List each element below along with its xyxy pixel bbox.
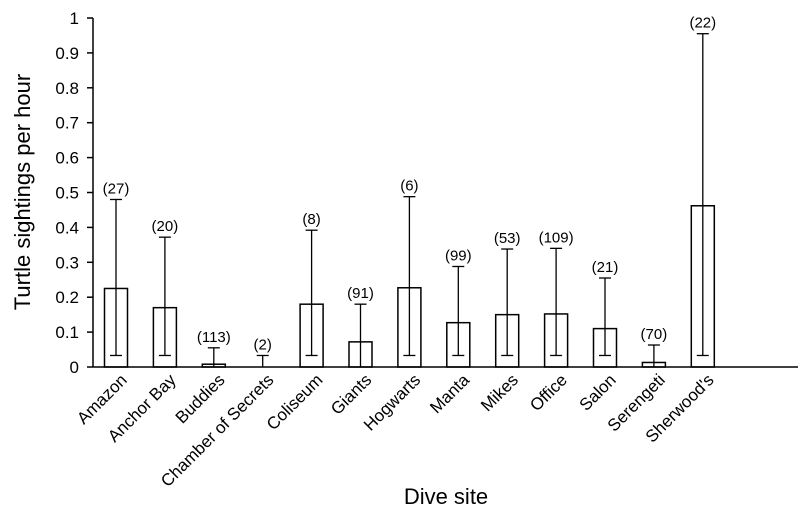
x-tick-label: Office: [526, 370, 571, 415]
sample-size-labels: (27) (20) (113) (2) (8) (91) (6) (99) (53) (109) (…: [103, 15, 716, 354]
sample-size-label: (113): [197, 329, 231, 346]
sample-size-label: (20): [152, 218, 179, 235]
sample-size-label: (22): [689, 15, 716, 32]
y-tick-label: 0.6: [55, 149, 79, 168]
x-tick-label: Mikes: [477, 370, 522, 415]
sample-size-label: (53): [494, 230, 521, 247]
sample-size-label: (109): [539, 229, 574, 246]
y-tick-label: 0.4: [55, 218, 79, 237]
y-tick-label: 0: [70, 358, 79, 377]
sample-size-label: (21): [592, 259, 619, 276]
y-tick-label: 0.9: [55, 44, 79, 63]
x-axis-title: Dive site: [404, 484, 488, 509]
y-tick-label: 0.7: [55, 114, 79, 133]
y-tick-label: 1: [70, 9, 79, 28]
sample-size-label: (70): [641, 326, 668, 343]
sample-size-label: (2): [254, 336, 272, 353]
x-tick-label: Manta: [426, 370, 473, 417]
y-tick-label: 0.2: [55, 288, 79, 307]
x-tick-label: Salon: [576, 370, 620, 414]
y-axis: 0 0.1 0.2 0.3 0.4 0.5 0.6 0.7 0.8 0.9 1: [55, 9, 94, 377]
x-tick-label: Giants: [327, 370, 375, 418]
y-tick-label: 0.8: [55, 79, 79, 98]
sample-size-label: (8): [302, 211, 320, 228]
sample-size-label: (27): [103, 180, 130, 197]
y-axis-title: Turtle sightings per hour: [10, 74, 35, 310]
y-tick-label: 0.5: [55, 184, 79, 203]
y-tick-label: 0.1: [55, 323, 79, 342]
sample-size-label: (6): [400, 178, 418, 195]
y-tick-label: 0.3: [55, 253, 79, 272]
sample-size-label: (99): [445, 247, 472, 264]
error-bars: [110, 33, 709, 367]
sample-size-label: (91): [347, 285, 374, 302]
